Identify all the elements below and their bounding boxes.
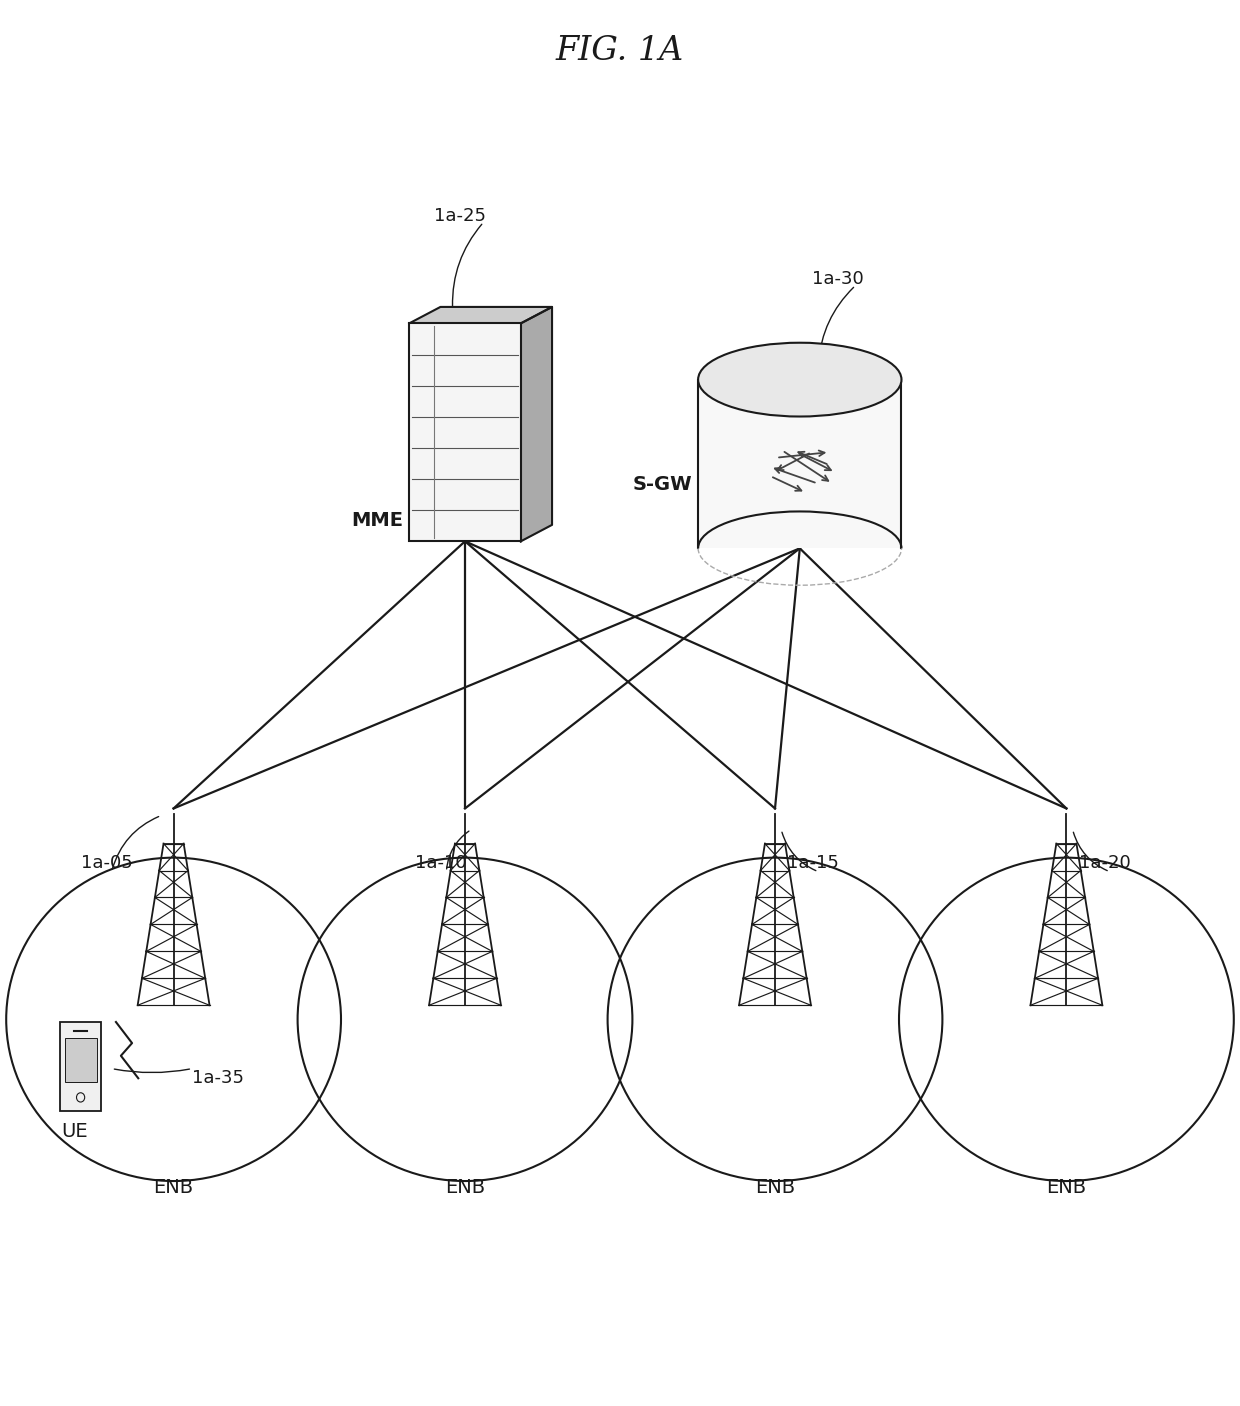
- Text: 1a-20: 1a-20: [1079, 853, 1131, 872]
- Ellipse shape: [698, 343, 901, 416]
- Polygon shape: [409, 307, 552, 323]
- Bar: [409, 323, 521, 541]
- Text: MME: MME: [351, 510, 403, 530]
- Text: S-GW: S-GW: [632, 475, 692, 494]
- Text: 1a-05: 1a-05: [81, 853, 133, 872]
- Text: ENB: ENB: [445, 1178, 485, 1198]
- Text: 1a-30: 1a-30: [812, 270, 864, 288]
- Bar: [698, 380, 901, 548]
- Text: ENB: ENB: [1047, 1178, 1086, 1198]
- Text: 1a-15: 1a-15: [787, 853, 839, 872]
- Text: 1a-10: 1a-10: [415, 853, 467, 872]
- Bar: [60, 1022, 102, 1111]
- Text: ENB: ENB: [154, 1178, 193, 1198]
- Text: UE: UE: [61, 1122, 88, 1142]
- Text: 1a-35: 1a-35: [192, 1069, 244, 1087]
- Bar: [64, 1038, 97, 1083]
- Text: ENB: ENB: [755, 1178, 795, 1198]
- Text: FIG. 1A: FIG. 1A: [556, 35, 684, 67]
- Polygon shape: [521, 307, 552, 541]
- Text: 1a-25: 1a-25: [434, 207, 486, 225]
